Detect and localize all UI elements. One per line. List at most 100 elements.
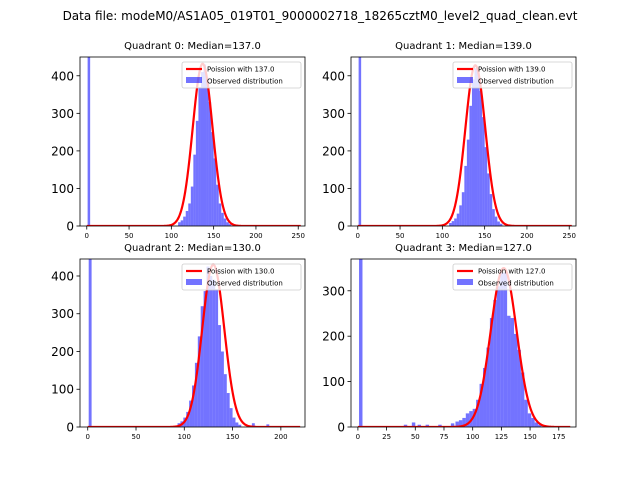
- histogram-bar: [206, 77, 209, 226]
- quadrant-0-plot-area: [86, 57, 301, 226]
- quadrant-0-legend: Poission with 137.0 Observed distribution: [181, 61, 302, 89]
- x-tick-label: 100: [436, 232, 449, 240]
- y-tick-label: 0: [66, 220, 74, 234]
- y-tick-label: 200: [51, 345, 74, 359]
- x-tick-label: 100: [165, 232, 178, 240]
- histogram-bar: [251, 423, 255, 427]
- histogram-bar: [454, 218, 457, 226]
- histogram-bar: [462, 417, 466, 427]
- histogram-bar: [472, 408, 477, 427]
- legend-hist-swatch: [186, 77, 202, 83]
- histogram-bar: [192, 385, 195, 427]
- histogram-bar: [489, 194, 493, 226]
- quadrant-3-title: Quadrant 3: Median=127.0: [395, 243, 532, 254]
- y-tick-label: 100: [322, 182, 345, 196]
- histogram-bar: [479, 90, 483, 226]
- y-tick-label: 0: [66, 421, 74, 435]
- histogram-bar: [496, 286, 501, 427]
- quadrant-0-chart: Quadrant 0: Median=137.0 0 50 100 150 200 250 0…: [51, 41, 306, 240]
- histogram-bar: [208, 102, 212, 226]
- histogram-bar: [203, 64, 207, 226]
- quadrant-2-axes-frame: [79, 258, 306, 428]
- histogram-bar: [482, 117, 485, 226]
- histogram-bar: [497, 221, 500, 226]
- histogram-bar: [484, 147, 488, 226]
- histogram-bar: [212, 279, 216, 427]
- quadrant-1-chart: Quadrant 1: Median=139.0 0 50 100 150 200 250 0…: [322, 41, 577, 240]
- histogram-bar: [425, 424, 430, 427]
- histogram-bar: [477, 72, 480, 226]
- histogram-bar: [221, 212, 224, 226]
- legend-label-poisson: Poission with 127.0: [478, 268, 546, 276]
- figure-title: Data file: modeM0/AS1A05_019T01_90000027…: [63, 9, 578, 23]
- legend-box: [452, 61, 573, 89]
- histogram-bar: [455, 421, 459, 427]
- y-tick-label: 400: [51, 69, 74, 83]
- histogram-bar: [186, 411, 190, 427]
- histogram-bar: [209, 275, 213, 427]
- x-tick-label: 175: [552, 433, 565, 441]
- histogram-bar: [232, 417, 236, 427]
- histogram-bar: [459, 205, 462, 226]
- legend-box: [452, 263, 573, 291]
- histogram-bar: [189, 400, 193, 427]
- x-tick-label: 150: [207, 232, 220, 240]
- x-tick-label: 100: [178, 433, 191, 441]
- x-tick-label: 50: [396, 232, 405, 240]
- legend-label-observed: Observed distribution: [207, 280, 283, 288]
- histogram-bar: [200, 72, 204, 226]
- legend-label-observed: Observed distribution: [478, 78, 554, 86]
- x-tick-label: 100: [466, 433, 479, 441]
- x-tick-label: 50: [132, 433, 141, 441]
- y-tick-label: 400: [322, 69, 345, 83]
- poisson-curve: [357, 266, 571, 427]
- histogram-bar: [486, 347, 490, 427]
- legend-label-poisson: Poission with 137.0: [207, 66, 275, 74]
- y-tick-label: 400: [51, 269, 74, 283]
- histogram-bar: [492, 209, 495, 226]
- quadrant-2-plot-area: [87, 259, 301, 427]
- y-tick-label: 100: [51, 383, 74, 397]
- quadrant-3-chart: Quadrant 3: Median=127.0 0 25 50 75 100 125 150…: [322, 243, 577, 441]
- x-tick-label: 50: [411, 433, 420, 441]
- quadrant-1-title: Quadrant 1: Median=139.0: [395, 41, 532, 52]
- y-tick-label: 200: [51, 144, 74, 158]
- histogram-bar: [531, 417, 535, 427]
- poisson-curve: [87, 263, 301, 427]
- histogram-bar: [411, 422, 416, 427]
- y-tick-label: 0: [337, 220, 345, 234]
- histogram-bar: [438, 424, 442, 427]
- y-tick-label: 100: [51, 182, 74, 196]
- x-tick-label: 0: [85, 433, 89, 441]
- histogram-bar: [503, 272, 508, 427]
- quadrant-2-chart: Quadrant 2: Median=130.0 0 50 100 150 200 0 100…: [51, 243, 306, 441]
- histogram-bar: [203, 291, 207, 427]
- histogram-bar: [479, 383, 484, 427]
- x-tick-label: 200: [520, 232, 533, 240]
- x-tick-label: 25: [382, 433, 391, 441]
- histogram-bar: [517, 349, 521, 427]
- histogram-bar: [465, 413, 470, 427]
- histogram-bar: [466, 139, 470, 226]
- histogram-bar: [520, 372, 525, 427]
- histogram-bar: [514, 333, 518, 427]
- histogram-bar: [216, 184, 219, 226]
- y-tick-label: 300: [322, 107, 345, 121]
- histogram-bar: [226, 222, 229, 226]
- histogram-bar: [229, 408, 233, 427]
- histogram-bar: [538, 424, 542, 427]
- histogram-bar: [178, 222, 181, 226]
- quadrant-2-title: Quadrant 2: Median=130.0: [124, 243, 261, 254]
- histogram-bar: [188, 203, 191, 226]
- histogram-bar: [206, 266, 210, 427]
- x-tick-label: 250: [292, 232, 305, 240]
- y-tick-label: 300: [51, 307, 74, 321]
- legend-label-poisson: Poission with 130.0: [207, 268, 275, 276]
- histogram-bar: [180, 220, 184, 226]
- histogram-bar: [494, 216, 498, 226]
- histogram-bar: [534, 422, 539, 427]
- y-tick-label: 300: [322, 284, 345, 298]
- histogram-bar: [471, 79, 475, 226]
- histogram-bar: [493, 299, 497, 427]
